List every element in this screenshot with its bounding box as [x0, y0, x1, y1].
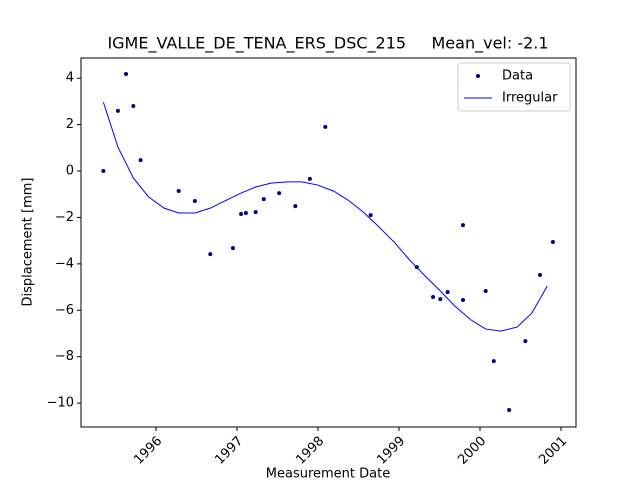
- y-tick-label: −10: [47, 396, 74, 411]
- x-tick-label: 2001: [536, 434, 570, 468]
- legend-marker: [476, 74, 480, 78]
- data-point: [523, 339, 528, 344]
- data-point: [124, 72, 129, 77]
- legend-label: Irregular: [502, 91, 558, 106]
- data-point: [253, 210, 258, 215]
- data-point: [307, 176, 312, 181]
- x-tick-label: 1998: [293, 434, 327, 468]
- x-tick-label: 1997: [212, 434, 246, 468]
- data-point: [507, 408, 512, 413]
- data-point: [176, 188, 181, 193]
- data-point: [368, 213, 373, 218]
- plot-frame: [80, 57, 577, 428]
- legend-box: [457, 62, 571, 112]
- data-point: [550, 240, 555, 245]
- data-point: [131, 104, 136, 109]
- data-point: [192, 198, 197, 203]
- x-tick-label: 1996: [131, 434, 165, 468]
- data-point: [230, 246, 235, 251]
- y-tick-label: 0: [66, 164, 74, 179]
- data-point: [293, 204, 298, 209]
- data-point: [445, 290, 450, 295]
- data-point: [323, 124, 328, 129]
- y-tick-label: −8: [55, 349, 74, 364]
- data-point: [483, 289, 488, 294]
- data-point: [461, 223, 466, 228]
- chart-title: IGME_VALLE_DE_TENA_ERS_DSC_215 Mean_vel:…: [107, 34, 548, 54]
- data-point: [537, 272, 542, 277]
- legend-label: Data: [502, 69, 533, 84]
- data-point: [208, 252, 213, 257]
- x-axis-label: Measurement Date: [266, 467, 390, 480]
- data-point: [239, 211, 244, 216]
- y-tick-label: 2: [66, 117, 74, 132]
- fit-line: [102, 101, 548, 332]
- x-tick-label: 2000: [455, 434, 489, 468]
- y-tick-label: 4: [66, 71, 74, 86]
- data-point: [115, 108, 120, 113]
- data-point: [101, 169, 106, 174]
- data-point: [438, 297, 443, 302]
- y-tick-label: −4: [55, 256, 74, 271]
- data-point: [138, 158, 143, 163]
- data-point: [243, 211, 248, 216]
- data-point: [491, 359, 496, 364]
- data-point: [261, 197, 266, 202]
- data-point: [431, 295, 436, 300]
- y-tick-label: −6: [55, 303, 74, 318]
- data-point: [461, 298, 466, 303]
- data-point: [277, 191, 282, 196]
- x-tick-label: 1999: [374, 434, 408, 468]
- y-axis-label: Displacement [mm]: [21, 178, 36, 307]
- y-tick-label: −2: [55, 210, 74, 225]
